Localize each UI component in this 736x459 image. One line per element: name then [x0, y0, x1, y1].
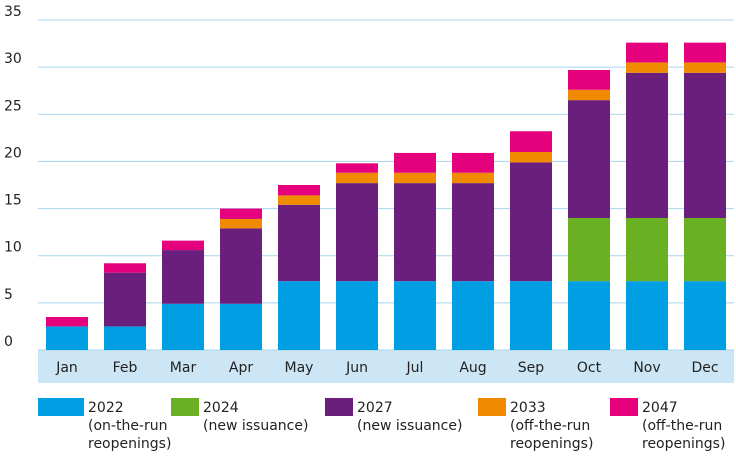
x-tick-label: Sep [518, 360, 545, 376]
legend-swatch [171, 398, 199, 416]
legend-label: 2027 (new issuance) [357, 400, 463, 434]
legend-item: 2024 (new issuance) [171, 398, 308, 435]
bar-segment [394, 183, 436, 282]
x-tick-label: Jan [55, 360, 78, 376]
legend-item: 2027 (new issuance) [325, 398, 462, 435]
x-tick-label: May [285, 360, 314, 376]
bar-segment [336, 281, 378, 350]
bar-segment [104, 272, 146, 327]
bar-segment [626, 218, 668, 282]
bar-segment [568, 100, 610, 218]
legend-swatch [38, 398, 84, 416]
x-tick-label: Apr [229, 360, 253, 376]
legend-label: 2033 (off-the-run reopenings) [510, 400, 594, 452]
y-tick-label: 30 [4, 51, 22, 67]
legend-item: 2047 (off-the-run reopenings) [610, 398, 725, 453]
bar-segment [510, 281, 552, 350]
bar-segment [452, 172, 494, 184]
bar-segment [104, 326, 146, 350]
legend-swatch [478, 398, 506, 416]
bar-segment [626, 42, 668, 63]
bar-segment [452, 152, 494, 173]
bar-segment [684, 42, 726, 63]
bar-segment [452, 281, 494, 350]
bar-segment [278, 281, 320, 350]
bar-segment [162, 250, 204, 304]
bar-segment [220, 228, 262, 304]
bar-segment [394, 152, 436, 173]
legend-label: 2022 (on-the-run reopenings) [88, 400, 172, 452]
category-strip [38, 350, 734, 383]
bar-segment [684, 62, 726, 73]
bar-segment [162, 240, 204, 251]
bar-segment [568, 89, 610, 101]
bar-segment [626, 72, 668, 218]
bar-segment [568, 69, 610, 90]
x-tick-label: Feb [113, 360, 138, 376]
y-tick-label: 5 [4, 287, 13, 303]
x-tick-label: Jul [406, 360, 424, 376]
bar-segment [568, 218, 610, 282]
bar-segment [46, 326, 88, 350]
legend-label: 2047 (off-the-run reopenings) [642, 400, 726, 452]
legend-swatch [325, 398, 353, 416]
x-tick-label: Mar [170, 360, 197, 376]
legend-swatch [610, 398, 638, 416]
bar-segment [278, 185, 320, 196]
bar-segment [220, 218, 262, 229]
y-tick-label: 25 [4, 98, 22, 114]
x-tick-label: Dec [691, 360, 718, 376]
bar-segment [626, 281, 668, 350]
bar-segment [46, 317, 88, 327]
bar-segment [278, 195, 320, 205]
bar-segment [510, 152, 552, 163]
bar-segment [220, 303, 262, 350]
bar-segment [394, 172, 436, 184]
bar-segment [626, 62, 668, 73]
x-tick-label: Nov [633, 360, 660, 376]
bar-segment [684, 218, 726, 282]
x-tick-label: Aug [459, 360, 486, 376]
x-tick-label: Jun [345, 360, 368, 376]
bar-segment [510, 131, 552, 152]
bar-segment [510, 162, 552, 282]
legend-label: 2024 (new issuance) [203, 400, 309, 434]
y-tick-label: 10 [4, 240, 22, 256]
bar-segment [162, 303, 204, 350]
bar-segment [568, 281, 610, 350]
legend-item: 2033 (off-the-run reopenings) [478, 398, 593, 453]
y-tick-label: 35 [4, 4, 22, 20]
legend-item: 2022 (on-the-run reopenings) [38, 398, 171, 453]
bar-segment [336, 163, 378, 173]
bar-segment [220, 208, 262, 219]
chart: 0 5 10 15 20 25 30 35 Jan Feb Mar Apr May Jun Jul Aug Se… [4, 4, 734, 383]
bar-segment [684, 72, 726, 218]
y-tick-label: 0 [4, 334, 13, 350]
bar-segment [684, 281, 726, 350]
y-tick-label: 15 [4, 193, 22, 209]
bar-segment [278, 204, 320, 282]
y-tick-label: 20 [4, 145, 22, 161]
x-tick-label: Oct [577, 360, 602, 376]
bar-segment [394, 281, 436, 350]
bar-segment [336, 183, 378, 282]
bar-segment [336, 172, 378, 184]
bar-segment [104, 263, 146, 273]
bar-segment [452, 183, 494, 282]
